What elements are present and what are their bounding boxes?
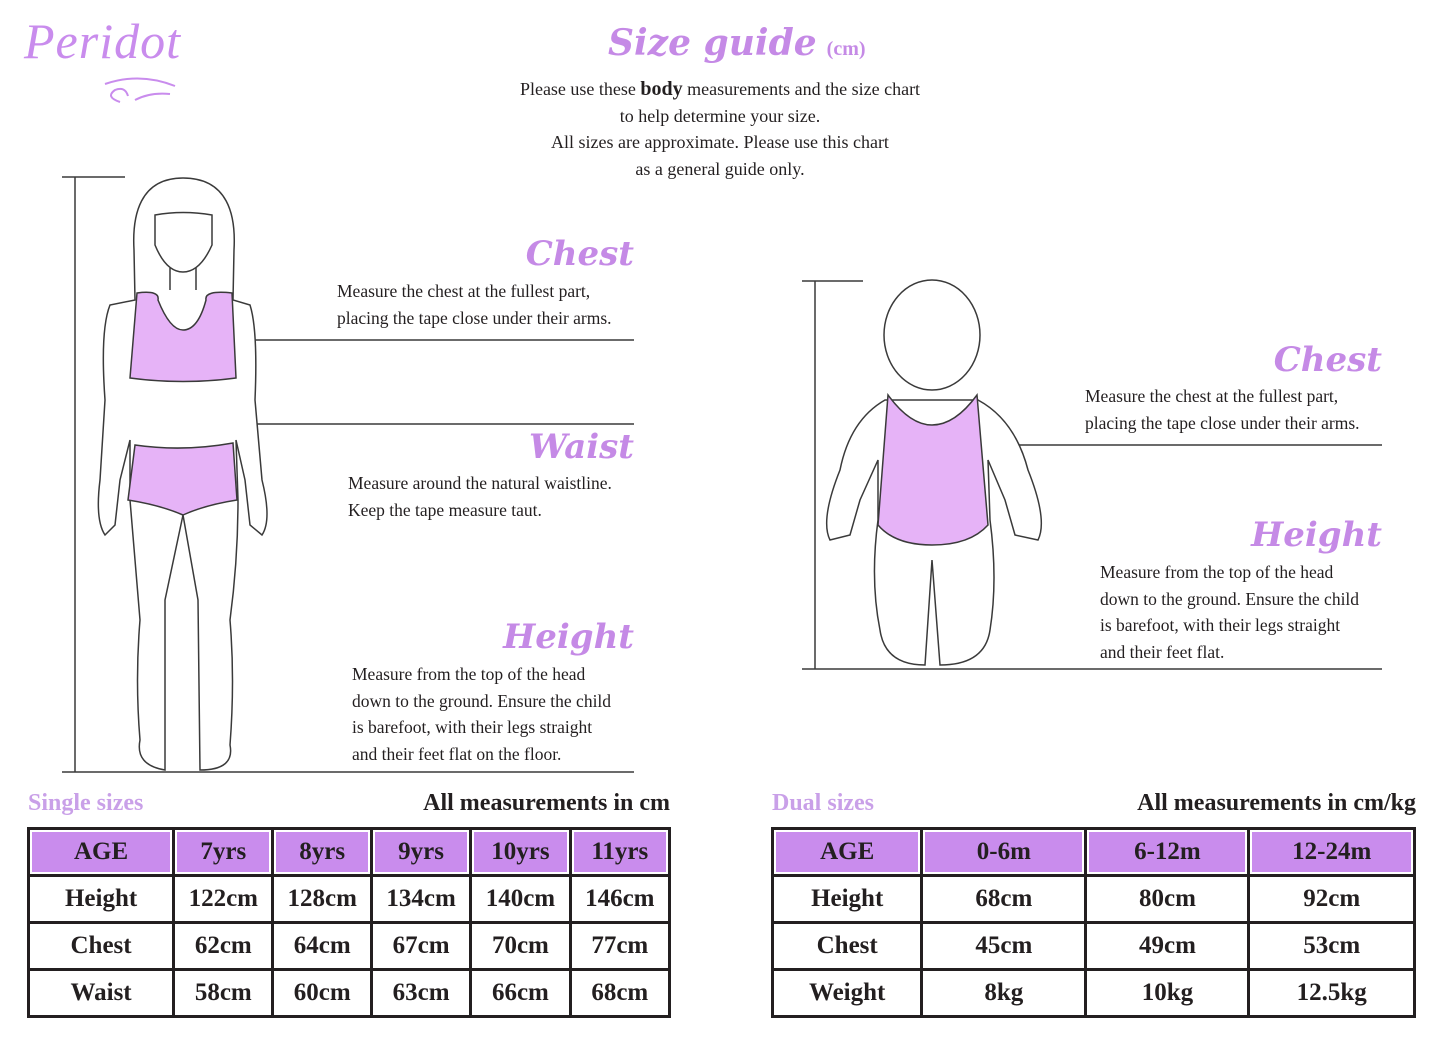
table-cell: AGE xyxy=(770,827,924,877)
table-row: Chest 62cm 64cm 67cm 70cm 77cm xyxy=(26,921,672,971)
table-cell: 68cm xyxy=(568,968,672,1018)
table-cell: 66cm xyxy=(469,968,572,1018)
table-cell: Chest xyxy=(770,921,924,971)
baby-height-text: Measure from the top of the head down to … xyxy=(1100,562,1360,662)
table-row: Height 68cm 80cm 92cm xyxy=(770,874,1416,924)
table-header-row: AGE 7yrs 8yrs 9yrs 10yrs 11yrs xyxy=(26,827,672,877)
table-cell: 11yrs xyxy=(568,827,672,877)
dual-sizes-table: AGE 0-6m 6-12m 12-24m Height 68cm 80cm 92cm Ches… xyxy=(770,827,1416,1018)
table-cell: 67cm xyxy=(369,921,473,971)
table-cell: Height xyxy=(26,874,176,924)
table-cell: 10yrs xyxy=(469,827,572,877)
table-cell: 63cm xyxy=(369,968,473,1018)
baby-height-title: Height xyxy=(1251,515,1382,555)
table-cell: 49cm xyxy=(1084,921,1251,971)
table-cell: 134cm xyxy=(369,874,473,924)
table-cell: 60cm xyxy=(271,968,373,1018)
table-cell: 80cm xyxy=(1084,874,1251,924)
table-cell: 58cm xyxy=(172,968,275,1018)
brand-logo: Peridot xyxy=(24,13,181,69)
child-chest-text: Measure the chest at the fullest part, pl… xyxy=(337,281,612,328)
table-cell: 8kg xyxy=(920,968,1088,1018)
table-cell: Chest xyxy=(26,921,176,971)
table-row: Chest 45cm 49cm 53cm xyxy=(770,921,1416,971)
table-cell: 8yrs xyxy=(271,827,373,877)
table-header-row: AGE 0-6m 6-12m 12-24m xyxy=(770,827,1416,877)
table-cell: AGE xyxy=(26,827,176,877)
table-row: Waist 58cm 60cm 63cm 66cm 68cm xyxy=(26,968,672,1018)
table-cell: 92cm xyxy=(1247,874,1416,924)
table-cell: 10kg xyxy=(1084,968,1251,1018)
table-cell: 77cm xyxy=(568,921,672,971)
table-cell: 64cm xyxy=(271,921,373,971)
table-cell: 7yrs xyxy=(172,827,275,877)
table-cell: 53cm xyxy=(1247,921,1416,971)
child-chest-title: Chest xyxy=(525,234,634,274)
table-cell: 45cm xyxy=(920,921,1088,971)
table-cell: 68cm xyxy=(920,874,1088,924)
table-cell: 70cm xyxy=(469,921,572,971)
single-sizes-unit: All measurements in cm xyxy=(423,790,670,816)
table-cell: 12.5kg xyxy=(1247,968,1416,1018)
page-title: Size guide (cm) xyxy=(608,22,866,64)
logo-flourish xyxy=(104,77,176,103)
table-cell: 122cm xyxy=(172,874,275,924)
child-height-title: Height xyxy=(503,617,634,657)
child-height-text: Measure from the top of the head down to … xyxy=(352,664,612,764)
dual-sizes-unit: All measurements in cm/kg xyxy=(1137,790,1416,816)
table-cell: 12-24m xyxy=(1247,827,1416,877)
baby-chest-title: Chest xyxy=(1273,340,1382,380)
table-row: Height 122cm 128cm 134cm 140cm 146cm xyxy=(26,874,672,924)
table-cell: Waist xyxy=(26,968,176,1018)
unit-label: (cm) xyxy=(826,38,866,60)
child-waist-title: Waist xyxy=(528,427,634,467)
table-cell: Height xyxy=(770,874,924,924)
single-sizes-label: Single sizes xyxy=(28,790,144,816)
table-cell: 146cm xyxy=(568,874,672,924)
table-cell: 0-6m xyxy=(920,827,1088,877)
baby-chest-text: Measure the chest at the fullest part, pl… xyxy=(1085,386,1360,433)
table-cell: 6-12m xyxy=(1084,827,1251,877)
table-cell: 9yrs xyxy=(369,827,473,877)
table-cell: 62cm xyxy=(172,921,275,971)
table-cell: Weight xyxy=(770,968,924,1018)
measurement-illustrations xyxy=(62,176,1382,773)
single-sizes-table: AGE 7yrs 8yrs 9yrs 10yrs 11yrs Height 122cm 128c… xyxy=(26,827,672,1018)
table-row: Weight 8kg 10kg 12.5kg xyxy=(770,968,1416,1018)
table-cell: 128cm xyxy=(271,874,373,924)
intro-text: Please use these body measurements and t… xyxy=(519,78,921,179)
table-cell: 140cm xyxy=(469,874,572,924)
child-waist-text: Measure around the natural waistline. Kee… xyxy=(348,473,612,520)
dual-sizes-label: Dual sizes xyxy=(772,790,874,816)
